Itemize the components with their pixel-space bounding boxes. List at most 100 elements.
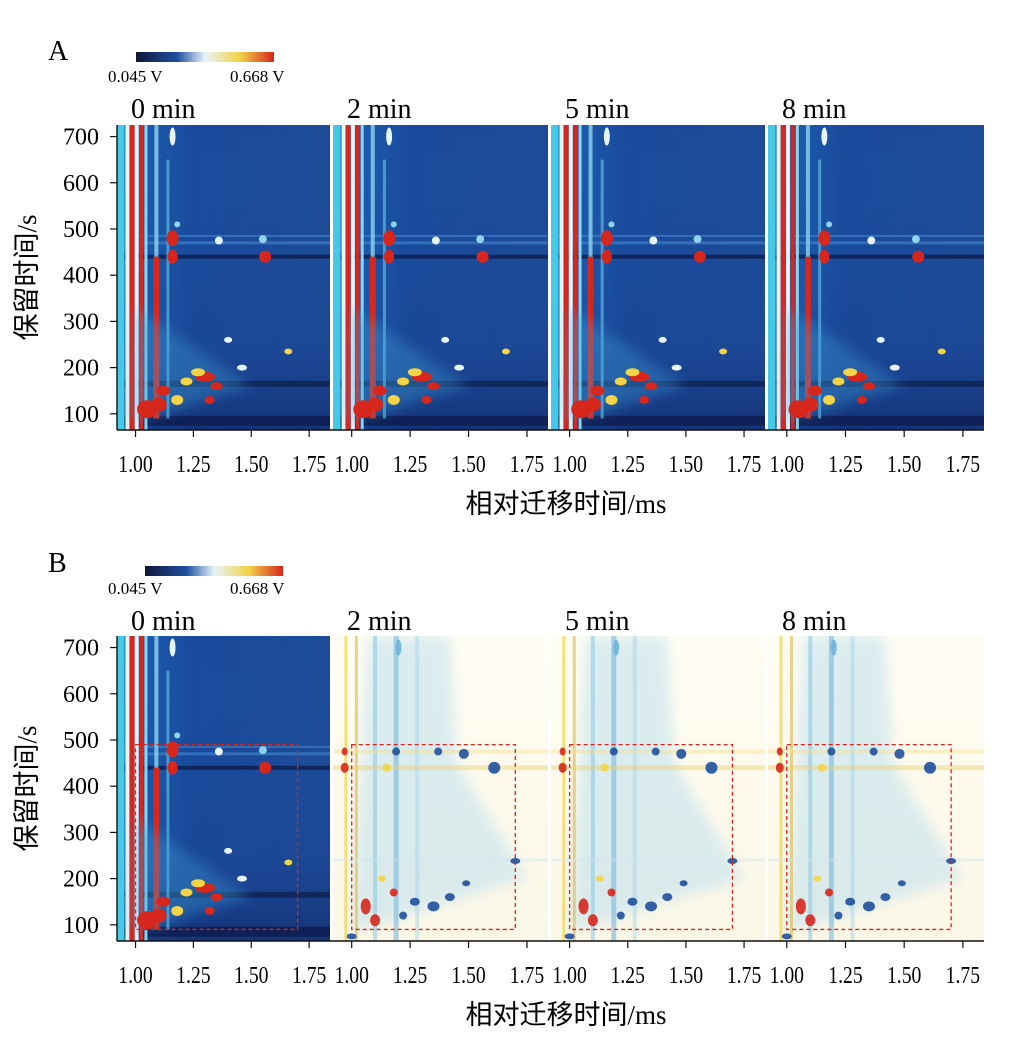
heatmap-band <box>768 415 984 426</box>
heatmap-spot <box>441 336 450 343</box>
y-axis-label: 保留时间/s <box>12 214 42 340</box>
heatmap-streak <box>611 636 617 941</box>
heatmap-spot <box>587 914 598 927</box>
x-tick-label: 1.00 <box>118 450 152 477</box>
heatmap-streak <box>360 125 364 430</box>
heatmap-spot <box>386 127 393 146</box>
heatmap-spot <box>843 368 858 377</box>
heatmap-spot <box>399 911 408 920</box>
heatmap-streak <box>125 125 130 430</box>
heatmap-spot <box>389 888 398 897</box>
y-tick-label: 200 <box>63 356 99 382</box>
heatmap-spot <box>431 236 440 245</box>
heatmap-spot <box>454 364 465 371</box>
heatmap-streak <box>578 125 582 430</box>
heatmap-spot <box>180 888 193 897</box>
heatmap-spot <box>258 235 267 244</box>
heatmap-streak <box>563 125 569 430</box>
heatmap-band <box>551 765 765 771</box>
heatmap-spot <box>826 221 833 228</box>
heatmap-spot <box>476 250 489 263</box>
heatmap-spot <box>676 748 687 759</box>
heatmap-spot <box>166 230 179 247</box>
heatmap-spot <box>649 236 658 245</box>
heatmap-streak <box>632 636 637 941</box>
heatmap-band <box>333 858 548 862</box>
heatmap-spot <box>367 397 384 412</box>
heatmap-streak <box>117 636 125 941</box>
heatmap-spot <box>924 761 936 774</box>
heatmap-band <box>117 745 330 748</box>
heatmap-spot <box>340 762 349 773</box>
y-tick-label: 200 <box>63 867 99 893</box>
x-tick-label: 1.00 <box>770 450 804 477</box>
heatmap-spot <box>627 897 638 906</box>
heatmap-streak <box>129 636 135 941</box>
x-tick-label: 1.75 <box>292 450 326 477</box>
heatmap-band <box>333 234 548 237</box>
heatmap-spot <box>912 250 925 263</box>
heatmap-spot <box>370 914 381 927</box>
heatmap-streak <box>154 636 159 768</box>
heatmap-spot <box>372 385 387 396</box>
x-tick-label: 1.25 <box>393 450 427 477</box>
heatmap-streak <box>805 125 810 257</box>
heatmap-streak <box>600 159 604 419</box>
heatmap-spot <box>830 639 837 656</box>
y-tick-label: 700 <box>63 636 99 662</box>
heatmap-streak <box>144 636 148 941</box>
heatmap-spot <box>613 639 620 656</box>
heatmap-spot <box>166 741 179 758</box>
heatmap-spot <box>237 364 248 371</box>
panel-a <box>117 125 984 430</box>
y-axis-label: 保留时间/s <box>12 725 42 851</box>
heatmap-spot <box>795 898 806 915</box>
heatmap-spot <box>171 394 184 405</box>
heatmap-spot <box>204 395 215 404</box>
x-tick-label: 1.25 <box>176 961 210 988</box>
heatmap-spot <box>625 368 640 377</box>
heatmap-spot <box>427 382 440 391</box>
y-tick-label: 100 <box>63 402 99 428</box>
heatmap-spot <box>897 880 906 887</box>
heatmap-band <box>551 858 765 862</box>
heatmap-streak <box>354 636 358 941</box>
heatmap-spot <box>421 395 432 404</box>
x-tick-label: 1.25 <box>393 961 427 988</box>
heatmap-spot <box>167 249 178 264</box>
subplot-title: 0 min <box>131 606 196 637</box>
heatmap-streak <box>551 125 559 430</box>
heatmap-streak <box>144 125 148 430</box>
heatmap-streak <box>134 636 139 941</box>
heatmap-spot <box>807 385 822 396</box>
heatmap-band <box>117 254 330 259</box>
heatmap-streak <box>588 125 593 257</box>
heatmap-streak <box>828 636 834 941</box>
heatmap-b-3 <box>768 636 984 941</box>
y-tick-label: 600 <box>63 682 99 708</box>
heatmap-spot <box>564 933 575 940</box>
heatmap-spot <box>869 747 878 756</box>
highlight-box <box>786 743 952 931</box>
heatmap-spot <box>378 875 387 882</box>
heatmap-spot <box>658 336 667 343</box>
heatmap-spot <box>823 394 836 405</box>
x-tick-label: 1.50 <box>451 961 485 988</box>
heatmap-streak <box>370 125 375 257</box>
heatmap-spot <box>584 397 601 412</box>
heatmap-b-1 <box>333 636 548 941</box>
heatmap-spot <box>387 394 400 405</box>
heatmap-spot <box>825 888 834 897</box>
heatmap-spot <box>383 230 396 247</box>
heatmap-band <box>551 254 765 259</box>
heatmap-b-2 <box>551 636 765 941</box>
heatmap-spot <box>346 933 357 940</box>
subplot-title: 8 min <box>782 606 847 637</box>
y-tick-label: 300 <box>63 820 99 846</box>
x-tick-label: 1.00 <box>770 961 804 988</box>
heatmap-streak <box>154 125 159 257</box>
colorbar-max-label: 0.668 V <box>230 579 285 598</box>
heatmap-spot <box>156 385 171 396</box>
heatmap-spot <box>382 763 391 772</box>
